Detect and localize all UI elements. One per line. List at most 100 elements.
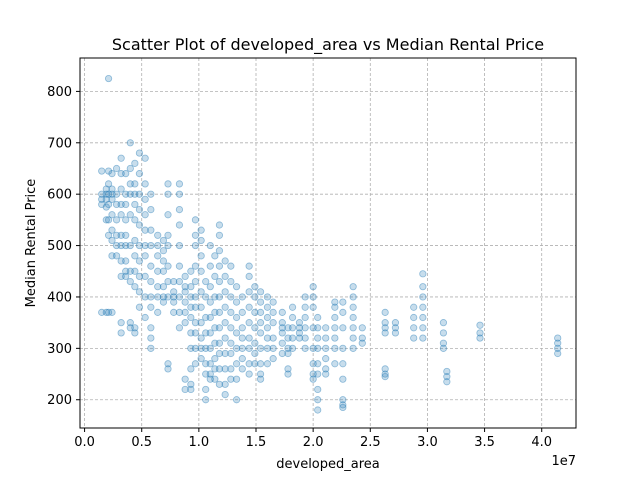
- scatter-point: [256, 360, 265, 368]
- scatter-point: [339, 403, 347, 412]
- scatter-point: [126, 241, 134, 250]
- scatter-point: [135, 149, 144, 157]
- scatter-point: [197, 319, 205, 327]
- scatter-point: [202, 293, 210, 301]
- scatter-point: [232, 344, 241, 352]
- scatter-point: [122, 257, 130, 265]
- scatter-point: [131, 190, 139, 198]
- scatter-point: [232, 313, 241, 322]
- scatter-point: [98, 195, 106, 203]
- scatter-point: [295, 319, 304, 327]
- scatter-point: [181, 298, 189, 306]
- scatter-point: [170, 308, 178, 316]
- scatter-point: [126, 319, 134, 327]
- scatter-point: [131, 180, 139, 188]
- plot-area-frame: [79, 57, 577, 429]
- scatter-point: [202, 396, 210, 404]
- y-tick-label: 800: [47, 85, 72, 100]
- scatter-point: [206, 262, 214, 270]
- scatter-point: [141, 241, 149, 250]
- scatter-point: [126, 164, 134, 173]
- scatter-point: [349, 283, 357, 291]
- scatter-point: [358, 324, 366, 332]
- scatter-point: [175, 190, 184, 198]
- scatter-point: [164, 277, 172, 286]
- scatter-point: [284, 334, 292, 342]
- scatter-point: [202, 370, 210, 378]
- scatter-point: [197, 334, 205, 342]
- scatter-point: [187, 365, 195, 373]
- scatter-point: [269, 334, 277, 342]
- scatter-point: [215, 349, 224, 358]
- scatter-point: [175, 180, 184, 188]
- scatter-point: [278, 319, 286, 327]
- scatter-point: [339, 324, 347, 332]
- scatter-point: [221, 319, 229, 327]
- scatter-point: [349, 313, 357, 322]
- scatter-point: [147, 190, 155, 198]
- scatter-point: [349, 293, 357, 301]
- scatter-point: [147, 205, 155, 214]
- scatter-point: [164, 190, 172, 198]
- scatter-point: [227, 375, 235, 383]
- scatter-point: [301, 334, 309, 342]
- scatter-point: [238, 308, 246, 316]
- scatter-point: [238, 324, 246, 332]
- scatter-point: [187, 267, 195, 275]
- scatter-point: [108, 252, 116, 260]
- scatter-point: [191, 329, 200, 337]
- scatter-point: [269, 319, 277, 327]
- scatter-point: [256, 329, 265, 337]
- scatter-point: [245, 334, 253, 342]
- scatter-point: [221, 288, 229, 296]
- scatter-point: [419, 303, 427, 311]
- scatter-point: [476, 321, 484, 329]
- scatter-point: [131, 236, 139, 245]
- scatter-point: [117, 200, 125, 209]
- scatter-point: [159, 257, 168, 265]
- scatter-point: [215, 365, 224, 373]
- scatter-point: [197, 226, 205, 234]
- scatter-point: [269, 355, 277, 363]
- scatter-point: [439, 344, 448, 352]
- scatter-point: [164, 231, 172, 239]
- scatter-point: [112, 164, 121, 173]
- scatter-point: [238, 293, 246, 301]
- scatter-point: [141, 252, 149, 260]
- y-tick-label: 500: [47, 239, 72, 254]
- scatter-point: [175, 324, 184, 332]
- scatter-point: [117, 185, 125, 193]
- scatter-point: [117, 170, 125, 178]
- scatter-point: [164, 180, 172, 188]
- scatter-point: [256, 344, 265, 352]
- scatter-point: [349, 324, 357, 332]
- scatter-point: [102, 185, 110, 193]
- scatter-point: [232, 329, 241, 337]
- scatter-point: [284, 370, 292, 378]
- scatter-point: [191, 360, 200, 368]
- scatter-point: [135, 241, 144, 250]
- y-axis-ticks: 200 300 400 500 600 700 800: [47, 85, 80, 408]
- scatter-point: [187, 380, 195, 388]
- scatter-point: [191, 293, 200, 301]
- scatter-point: [391, 324, 400, 332]
- scatter-point: [256, 308, 265, 316]
- scatter-point: [288, 324, 297, 332]
- scatter-point: [131, 267, 139, 275]
- scatter-point: [309, 283, 317, 291]
- scatter-point: [131, 200, 139, 209]
- scatter-point: [104, 200, 113, 209]
- scatter-point: [215, 324, 224, 332]
- scatter-point: [381, 373, 389, 381]
- scatter-point: [278, 329, 286, 337]
- scatter-point: [221, 257, 229, 265]
- y-tick-label: 400: [47, 290, 72, 305]
- scatter-point: [131, 324, 139, 332]
- scatter-point: [349, 303, 357, 311]
- scatter-point: [221, 349, 229, 358]
- scatter-point: [301, 344, 309, 352]
- scatter-point: [381, 329, 389, 337]
- scatter-point: [164, 211, 172, 219]
- scatter-point: [314, 334, 322, 342]
- scatter-point: [131, 159, 139, 167]
